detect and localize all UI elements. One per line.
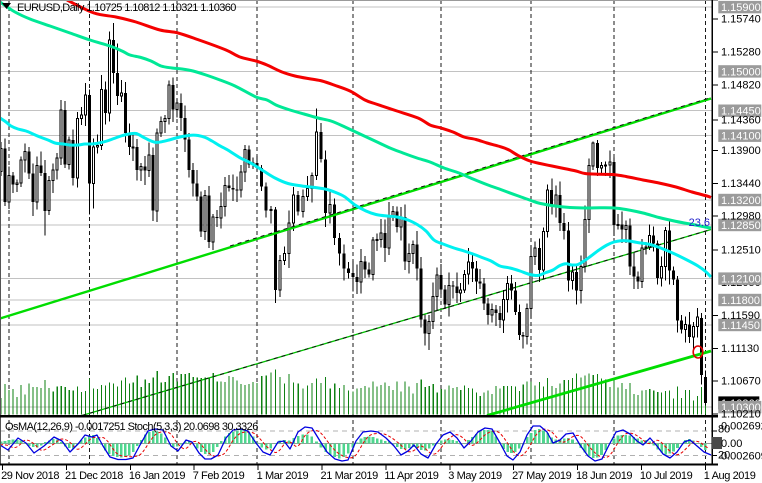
svg-text:7 Feb 2019: 7 Feb 2019 xyxy=(193,470,245,482)
svg-text:1.13200: 1.13200 xyxy=(721,195,761,207)
svg-text:1.15000: 1.15000 xyxy=(721,66,761,78)
svg-text:1.12510: 1.12510 xyxy=(721,244,761,256)
svg-text:EURUSD,Daily 1.10725 1.10812: EURUSD,Daily 1.10725 1.10812 1.10321 1.1… xyxy=(17,2,236,14)
svg-text:1.11590: 1.11590 xyxy=(721,310,760,322)
svg-text:1.15900: 1.15900 xyxy=(721,2,761,14)
svg-text:1.10670: 1.10670 xyxy=(721,376,761,388)
svg-text:16 Jan 2019: 16 Jan 2019 xyxy=(129,470,185,482)
svg-text:20: 20 xyxy=(718,450,730,462)
svg-text:0.002609: 0.002609 xyxy=(721,451,762,463)
svg-text:1.14100: 1.14100 xyxy=(721,131,761,143)
svg-text:23.6: 23.6 xyxy=(689,217,710,229)
svg-text:1.15280: 1.15280 xyxy=(721,46,761,58)
svg-text:1.13900: 1.13900 xyxy=(721,145,761,157)
svg-text:1.14450: 1.14450 xyxy=(721,106,761,118)
svg-text:80: 80 xyxy=(718,424,730,436)
svg-text:1.12850: 1.12850 xyxy=(721,220,761,232)
svg-text:21 Mar 2019: 21 Mar 2019 xyxy=(321,470,379,482)
svg-text:1.12100: 1.12100 xyxy=(721,274,761,286)
svg-text:1.15740: 1.15740 xyxy=(721,14,761,26)
svg-text:1.13440: 1.13440 xyxy=(721,178,761,190)
svg-text:1.14360: 1.14360 xyxy=(721,114,761,126)
svg-text:1.11800: 1.11800 xyxy=(721,295,760,307)
svg-text:11 Apr 2019: 11 Apr 2019 xyxy=(384,470,438,482)
svg-text:1.11130: 1.11130 xyxy=(721,343,759,355)
svg-text:1.12980: 1.12980 xyxy=(721,211,761,223)
svg-text:3 May 2019: 3 May 2019 xyxy=(448,470,502,482)
svg-text:1 Mar 2019: 1 Mar 2019 xyxy=(257,470,309,482)
svg-text:1 Aug 2019: 1 Aug 2019 xyxy=(704,470,756,482)
svg-text:10 Jul 2019: 10 Jul 2019 xyxy=(640,470,693,482)
svg-text:1.14820: 1.14820 xyxy=(721,79,761,91)
svg-text:1.11450: 1.11450 xyxy=(721,320,760,332)
svg-text:21 Dec 2018: 21 Dec 2018 xyxy=(65,470,123,482)
svg-text:0.0026924: 0.0026924 xyxy=(721,421,762,433)
svg-text:1.10210: 1.10210 xyxy=(721,409,761,421)
svg-text:0.00: 0.00 xyxy=(721,438,742,450)
svg-text:27 May 2019: 27 May 2019 xyxy=(512,470,571,482)
svg-text:29 Nov 2018: 29 Nov 2018 xyxy=(1,470,59,482)
svg-text:OsMA(12,26,9) -0.0017251 Stoc: OsMA(12,26,9) -0.0017251 Stoch(5,3,3) 20… xyxy=(5,421,258,433)
svg-text:18 Jun 2019: 18 Jun 2019 xyxy=(576,470,632,482)
svg-text:1.10300: 1.10300 xyxy=(721,402,761,414)
